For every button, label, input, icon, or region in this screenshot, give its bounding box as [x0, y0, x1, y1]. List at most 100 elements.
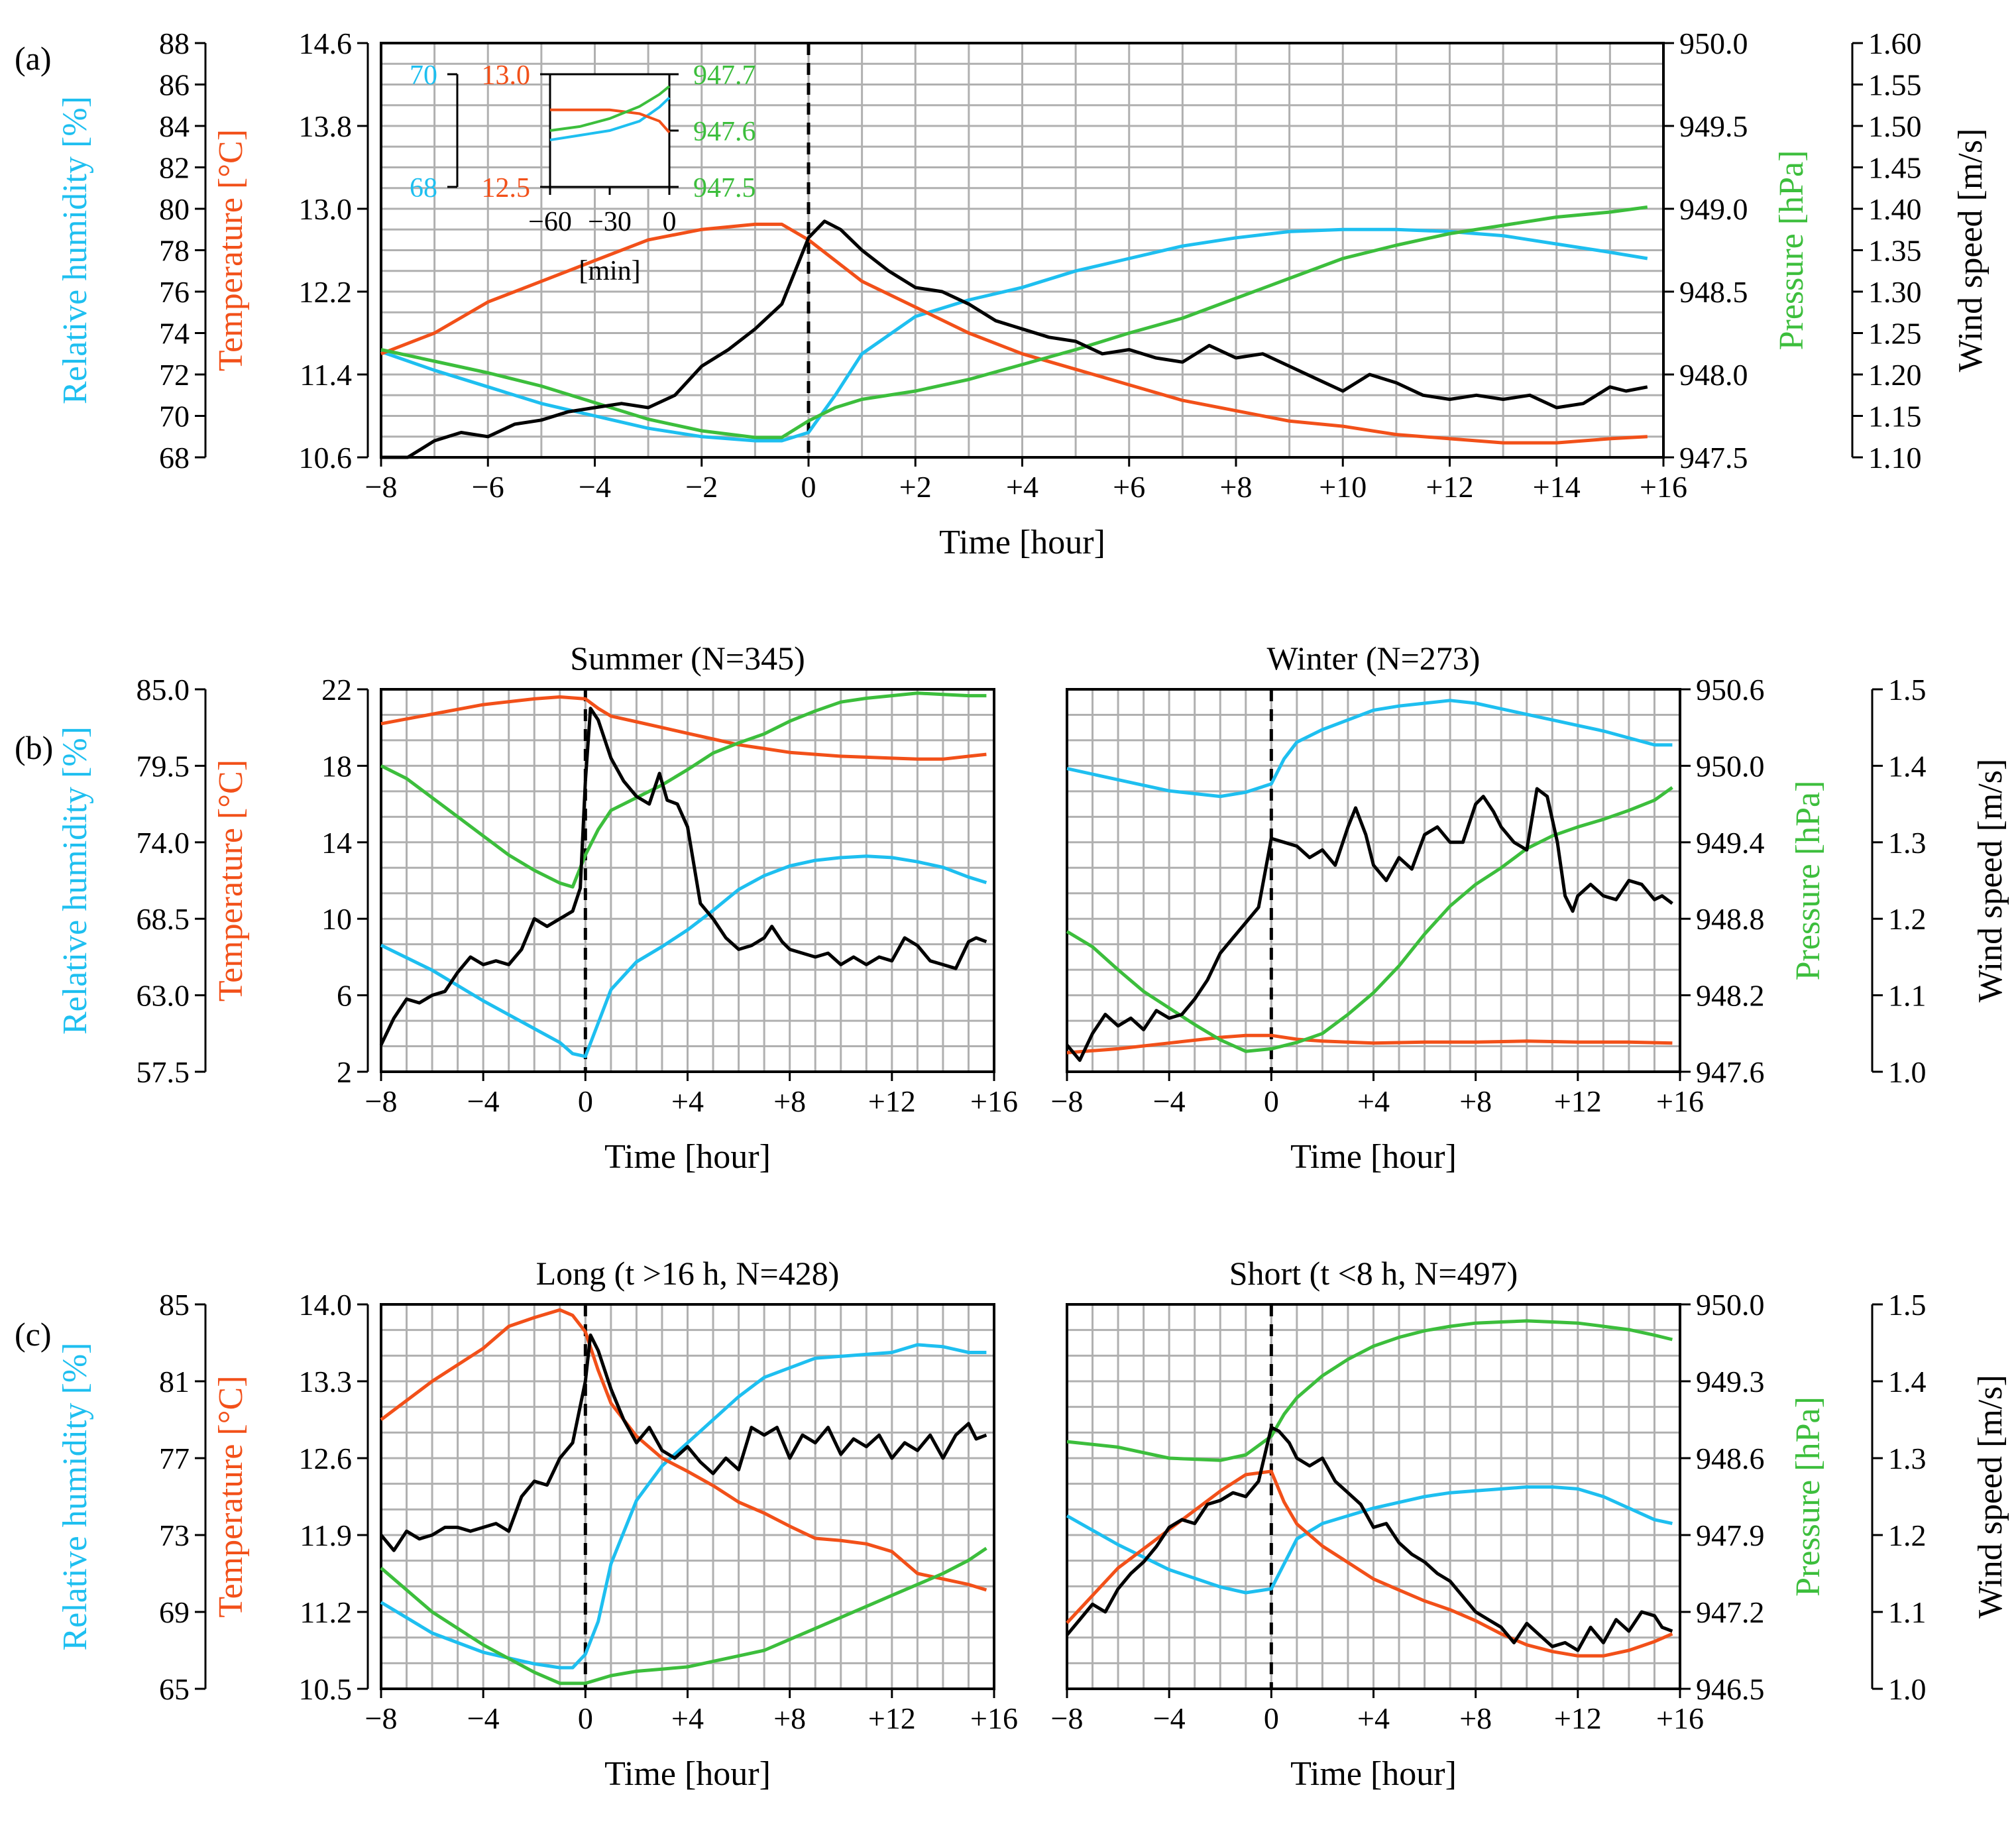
panel-b-summer: −8 −4 0 +4 +8 +12 +16 Time [hour] Summer (N=345)…: [15, 640, 1018, 1176]
rh-axis-label-unit: [%]: [56, 1342, 94, 1402]
panel-c-long: −8 −4 0 +4 +8 +12 +16 Time [hour] Long (t >16 h,…: [15, 1255, 1018, 1793]
pressure-axis-tick-label: 947.5: [1679, 441, 1748, 475]
x-tick-label: −8: [1051, 1701, 1084, 1735]
wind-axis-tick-label: 1.40: [1868, 192, 1922, 226]
pressure-axis: 947.6 948.2 948.8 949.4 950.0 950.6 Pressure […: [1679, 673, 1827, 1089]
inset-x-tick-label: −60: [528, 207, 572, 237]
x-tick-label: 0: [801, 470, 816, 504]
pressure-axis-tick-label: 948.5: [1679, 275, 1748, 309]
x-tick-label: −6: [472, 470, 504, 504]
pressure-axis-tick-label: 948.6: [1696, 1442, 1765, 1475]
wind-series-line: [380, 1333, 987, 1552]
wind-axis-tick-label: 1.30: [1868, 275, 1922, 309]
inset-temp-tick-label: 12.5: [482, 173, 531, 203]
temp-axis-tick-label: 11.2: [300, 1595, 352, 1629]
rh-axis-tick-label: 81: [159, 1365, 190, 1399]
x-axis-label: Time [hour]: [1290, 1755, 1457, 1793]
inset-x-tick-label: −30: [588, 207, 632, 237]
x-tick-label: +6: [1113, 470, 1145, 504]
wind-axis-tick-label: 1.2: [1888, 1518, 1927, 1552]
pressure-axis-label-name: Pressure: [1789, 864, 1827, 980]
wind-axis: 1.0 1.1 1.2 1.3 1.4 1.5 Wind speed [m/s]: [1871, 1288, 2009, 1706]
x-tick-label: +12: [868, 1701, 916, 1735]
x-tick-label: +8: [773, 1701, 806, 1735]
x-tick-label: −4: [1153, 1084, 1186, 1118]
rh-axis-tick-label: 82: [159, 151, 190, 185]
wind-axis-label: Wind speed [m/s]: [1952, 129, 1989, 372]
rh-axis-tick-label: 77: [159, 1442, 190, 1475]
x-tick-label: +12: [1554, 1084, 1602, 1118]
temp-axis-tick-label: 10.6: [299, 441, 353, 475]
rh-axis-tick-label: 88: [159, 27, 190, 60]
pressure-axis-label: Pressure [hPa]: [1789, 1397, 1827, 1597]
inset-chart: −60 −30 0 [min] 68 70 12.5 13.0 947.5 947.6 947.7: [410, 60, 756, 286]
rh-axis-tick-label: 86: [159, 68, 190, 102]
wind-axis-tick-label: 1.4: [1888, 1365, 1927, 1399]
x-tick-label: +12: [868, 1084, 916, 1118]
inset-pressure-tick-label: 947.7: [693, 60, 756, 91]
inset-rh-tick-label: 68: [410, 173, 437, 203]
pressure-axis-label-name: Pressure: [1773, 233, 1811, 350]
wind-axis-tick-label: 1.0: [1888, 1055, 1927, 1089]
wind-axis-tick-label: 1.1: [1888, 979, 1927, 1013]
temp-axis-tick-label: 14: [321, 826, 352, 860]
wind-axis-label-name: Wind speed: [1952, 209, 1989, 372]
x-tick-label: −8: [1051, 1084, 1084, 1118]
rh-axis: 65 69 73 77 81 85 Relative humidity [%]: [56, 1288, 207, 1706]
wind-axis-tick-label: 1.3: [1888, 826, 1927, 860]
x-tick-label: +2: [899, 470, 932, 504]
temp-series-line: [380, 222, 1648, 445]
wind-axis-label-unit: [m/s]: [1952, 129, 1989, 210]
temp-axis-tick-label: 6: [337, 979, 352, 1013]
wind-axis-label: Wind speed [m/s]: [1972, 759, 2009, 1003]
rh-axis: 57.5 63.0 68.5 74.0 79.5 85.0 Relative humidit…: [56, 673, 207, 1089]
inset-x-tick-label: 0: [663, 207, 677, 237]
rh-axis-label: Relative humidity [%]: [56, 96, 94, 404]
wind-axis-tick-label: 1.4: [1888, 749, 1927, 783]
pressure-axis-tick-label: 949.0: [1679, 192, 1748, 226]
wind-axis-tick-label: 1.0: [1888, 1672, 1927, 1706]
temp-axis-label-name: Temperature: [212, 198, 250, 371]
temp-series-line: [380, 695, 987, 761]
rh-axis-tick-label: 80: [159, 192, 190, 226]
rh-axis: 68 70 72 74 76 78 80 82 84 86 88 Relative humidity …: [56, 27, 207, 475]
x-tick-label: −8: [365, 1701, 398, 1735]
rh-axis-tick-label: 74: [159, 317, 190, 351]
rh-series-line: [380, 854, 987, 1058]
temp-axis-label-unit: [°C]: [212, 1375, 250, 1444]
x-tick-label: +8: [1459, 1701, 1492, 1735]
x-tick-label: −8: [365, 1084, 398, 1118]
panel-title: Long (t >16 h, N=428): [536, 1255, 840, 1292]
inset-temp-tick-label: 13.0: [482, 60, 531, 91]
wind-axis-tick-label: 1.2: [1888, 902, 1927, 936]
pressure-axis: 946.5 947.2 947.9 948.6 949.3 950.0 Pressure […: [1679, 1288, 1827, 1706]
x-tick-label: 0: [578, 1701, 593, 1735]
rh-axis-label-name: Relative humidity: [56, 787, 94, 1035]
panel-title: Winter (N=273): [1267, 640, 1481, 677]
temp-axis-tick-label: 13.8: [299, 109, 353, 143]
rh-axis-tick-label: 57.5: [137, 1055, 190, 1089]
pressure-series-line: [380, 1546, 987, 1685]
pressure-axis-label: Pressure [hPa]: [1789, 781, 1827, 981]
pressure-series-line: [1066, 786, 1673, 1053]
pressure-axis-tick-label: 950.0: [1696, 749, 1765, 783]
rh-axis-tick-label: 70: [159, 400, 190, 433]
pressure-axis-tick-label: 949.5: [1679, 109, 1748, 143]
pressure-axis-tick-label: 946.5: [1696, 1672, 1765, 1706]
pressure-axis-tick-label: 949.4: [1696, 826, 1765, 860]
panel-a: −8 −6 −4 −2 0 +2 +4 +6 +8 +10 +12 +14 +16 Time [hour]…: [15, 27, 1989, 561]
x-tick-label: −8: [365, 470, 398, 504]
x-tick-label: +8: [773, 1084, 806, 1118]
rh-axis-tick-label: 84: [159, 109, 190, 143]
rh-axis-tick-label: 73: [159, 1518, 190, 1552]
temp-axis-label-unit: [°C]: [212, 129, 250, 198]
inset-rh-tick-label: 70: [410, 60, 437, 91]
pressure-axis-tick-label: 950.6: [1696, 673, 1765, 707]
wind-axis-tick-label: 1.55: [1868, 68, 1922, 102]
x-tick-label: +16: [1656, 1701, 1704, 1735]
pressure-axis-tick-label: 950.0: [1696, 1288, 1765, 1322]
wind-axis-tick-label: 1.3: [1888, 1442, 1927, 1475]
rh-axis-label: Relative humidity [%]: [56, 726, 94, 1035]
rh-series-line: [1066, 1485, 1673, 1595]
x-tick-label: −2: [685, 470, 718, 504]
